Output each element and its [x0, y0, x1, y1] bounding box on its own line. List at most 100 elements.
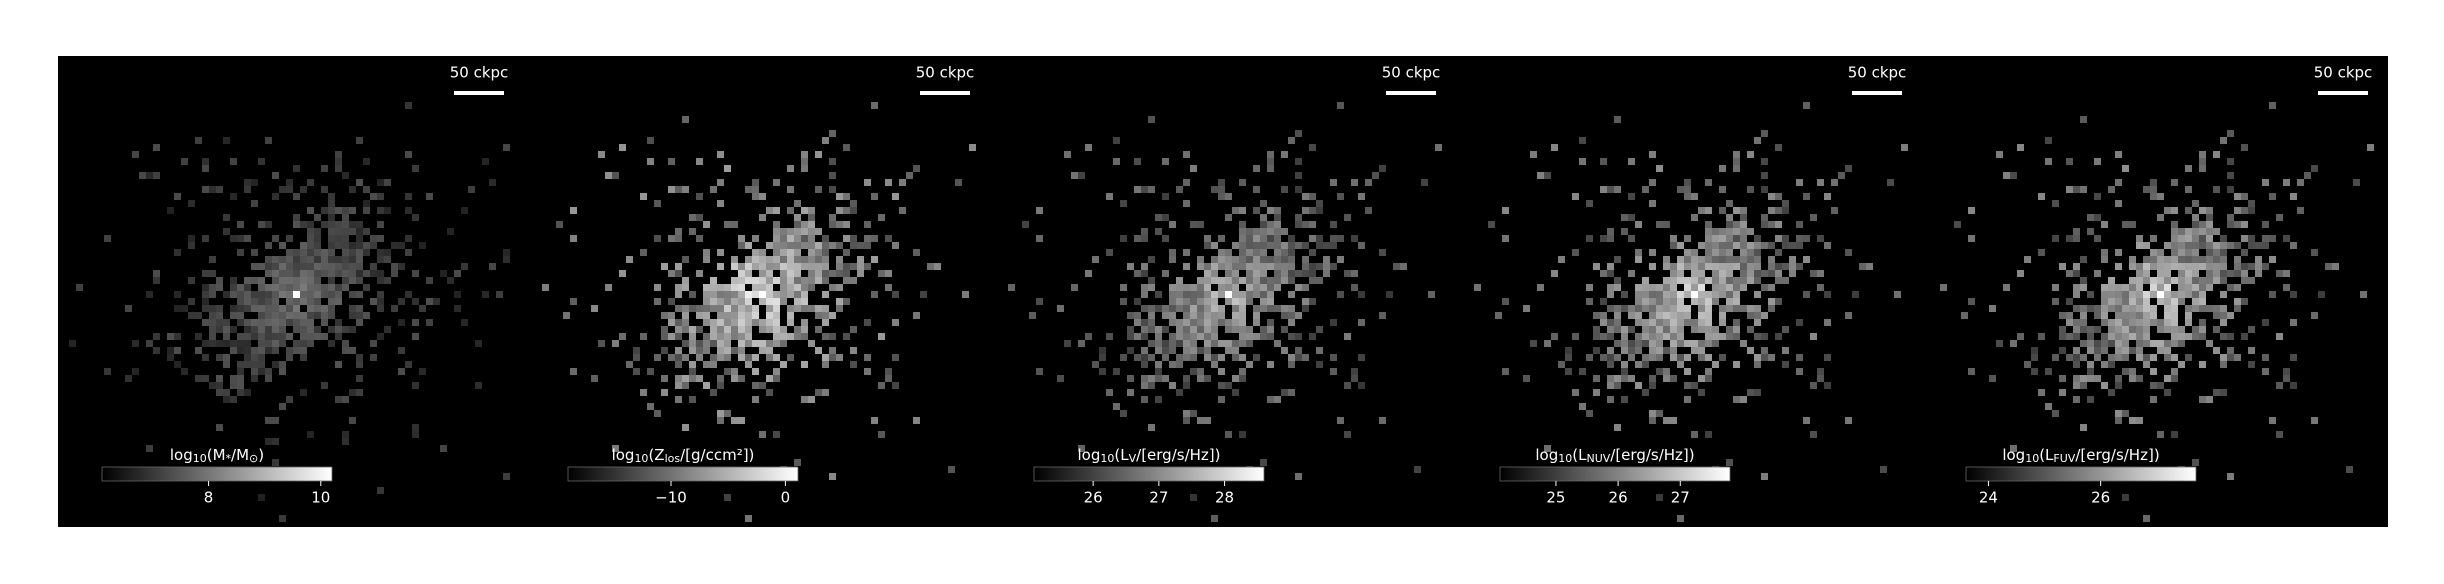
pixel	[2101, 312, 2108, 319]
pixel	[1057, 305, 1064, 312]
pixel	[752, 305, 759, 312]
pixel	[1218, 263, 1225, 270]
pixel	[2220, 137, 2227, 144]
pixel	[1656, 340, 1663, 347]
pixel	[2234, 242, 2241, 249]
pixel	[1197, 298, 1204, 305]
pixel	[864, 368, 871, 375]
pixel	[1656, 368, 1663, 375]
pixel	[1824, 382, 1831, 389]
pixel	[489, 179, 496, 186]
pixel	[1134, 158, 1141, 165]
pixel	[2227, 214, 2234, 221]
pixel	[1253, 333, 1260, 340]
pixel	[1204, 284, 1211, 291]
pixel	[1698, 326, 1705, 333]
core-pixel	[1691, 291, 1698, 298]
pixel	[836, 298, 843, 305]
pixel	[1698, 319, 1705, 326]
pixel	[1295, 158, 1302, 165]
pixel	[1628, 214, 1635, 221]
pixel	[1239, 431, 1246, 438]
pixel	[503, 144, 510, 151]
pixel	[2038, 389, 2045, 396]
pixel	[2311, 249, 2318, 256]
pixel	[2227, 347, 2234, 354]
pixel	[1754, 277, 1761, 284]
pixel	[1071, 172, 1078, 179]
pixel	[272, 361, 279, 368]
pixel	[822, 354, 829, 361]
pixel	[2171, 319, 2178, 326]
pixel	[738, 347, 745, 354]
pixel	[1176, 277, 1183, 284]
pixel	[2157, 256, 2164, 263]
pixel	[1684, 249, 1691, 256]
pixel	[766, 256, 773, 263]
pixel	[1155, 291, 1162, 298]
pixel	[773, 312, 780, 319]
pixel	[1260, 256, 1267, 263]
pixel	[265, 263, 272, 270]
pixel	[2045, 137, 2052, 144]
pixel	[300, 298, 307, 305]
pixel	[321, 382, 328, 389]
pixel	[251, 361, 258, 368]
pixel	[1537, 284, 1544, 291]
pixel	[717, 354, 724, 361]
pixel	[216, 319, 223, 326]
pixel	[2297, 207, 2304, 214]
pixel	[1176, 305, 1183, 312]
pixel	[258, 291, 265, 298]
pixel	[780, 333, 787, 340]
pixel	[2220, 270, 2227, 277]
pixel	[696, 214, 703, 221]
pixel	[1309, 249, 1316, 256]
pixel	[1218, 368, 1225, 375]
pixel	[1705, 298, 1712, 305]
pixel	[787, 235, 794, 242]
pixel	[1810, 382, 1817, 389]
pixel	[717, 417, 724, 424]
pixel	[1726, 459, 1733, 466]
pixel	[2185, 207, 2192, 214]
pixel	[335, 298, 342, 305]
pixel	[1316, 361, 1323, 368]
pixel	[808, 263, 815, 270]
pixel	[1572, 193, 1579, 200]
pixel	[1600, 298, 1607, 305]
pixel	[307, 340, 314, 347]
pixel	[605, 284, 612, 291]
pixel	[717, 375, 724, 382]
pixel	[1022, 221, 1029, 228]
pixel	[1162, 326, 1169, 333]
pixel	[1796, 319, 1803, 326]
pixel	[773, 368, 780, 375]
pixel	[2332, 263, 2339, 270]
pixel	[1782, 347, 1789, 354]
pixel	[307, 431, 314, 438]
pixel	[1817, 235, 1824, 242]
pixel	[2115, 347, 2122, 354]
pixel	[787, 284, 794, 291]
pixel	[328, 305, 335, 312]
pixel	[1148, 256, 1155, 263]
pixel	[801, 284, 808, 291]
pixel	[1197, 305, 1204, 312]
pixel	[794, 221, 801, 228]
pixel	[2234, 298, 2241, 305]
pixel	[1267, 263, 1274, 270]
pixel	[682, 340, 689, 347]
pixel	[230, 284, 237, 291]
pixel	[279, 319, 286, 326]
colorbar-label-part: 10	[634, 452, 648, 465]
pixel	[2199, 361, 2206, 368]
pixel	[794, 235, 801, 242]
pixel	[2234, 305, 2241, 312]
pixel	[2185, 284, 2192, 291]
pixel	[703, 319, 710, 326]
pixel	[167, 207, 174, 214]
pixel	[1106, 193, 1113, 200]
pixel	[2164, 284, 2171, 291]
pixel	[2178, 326, 2185, 333]
